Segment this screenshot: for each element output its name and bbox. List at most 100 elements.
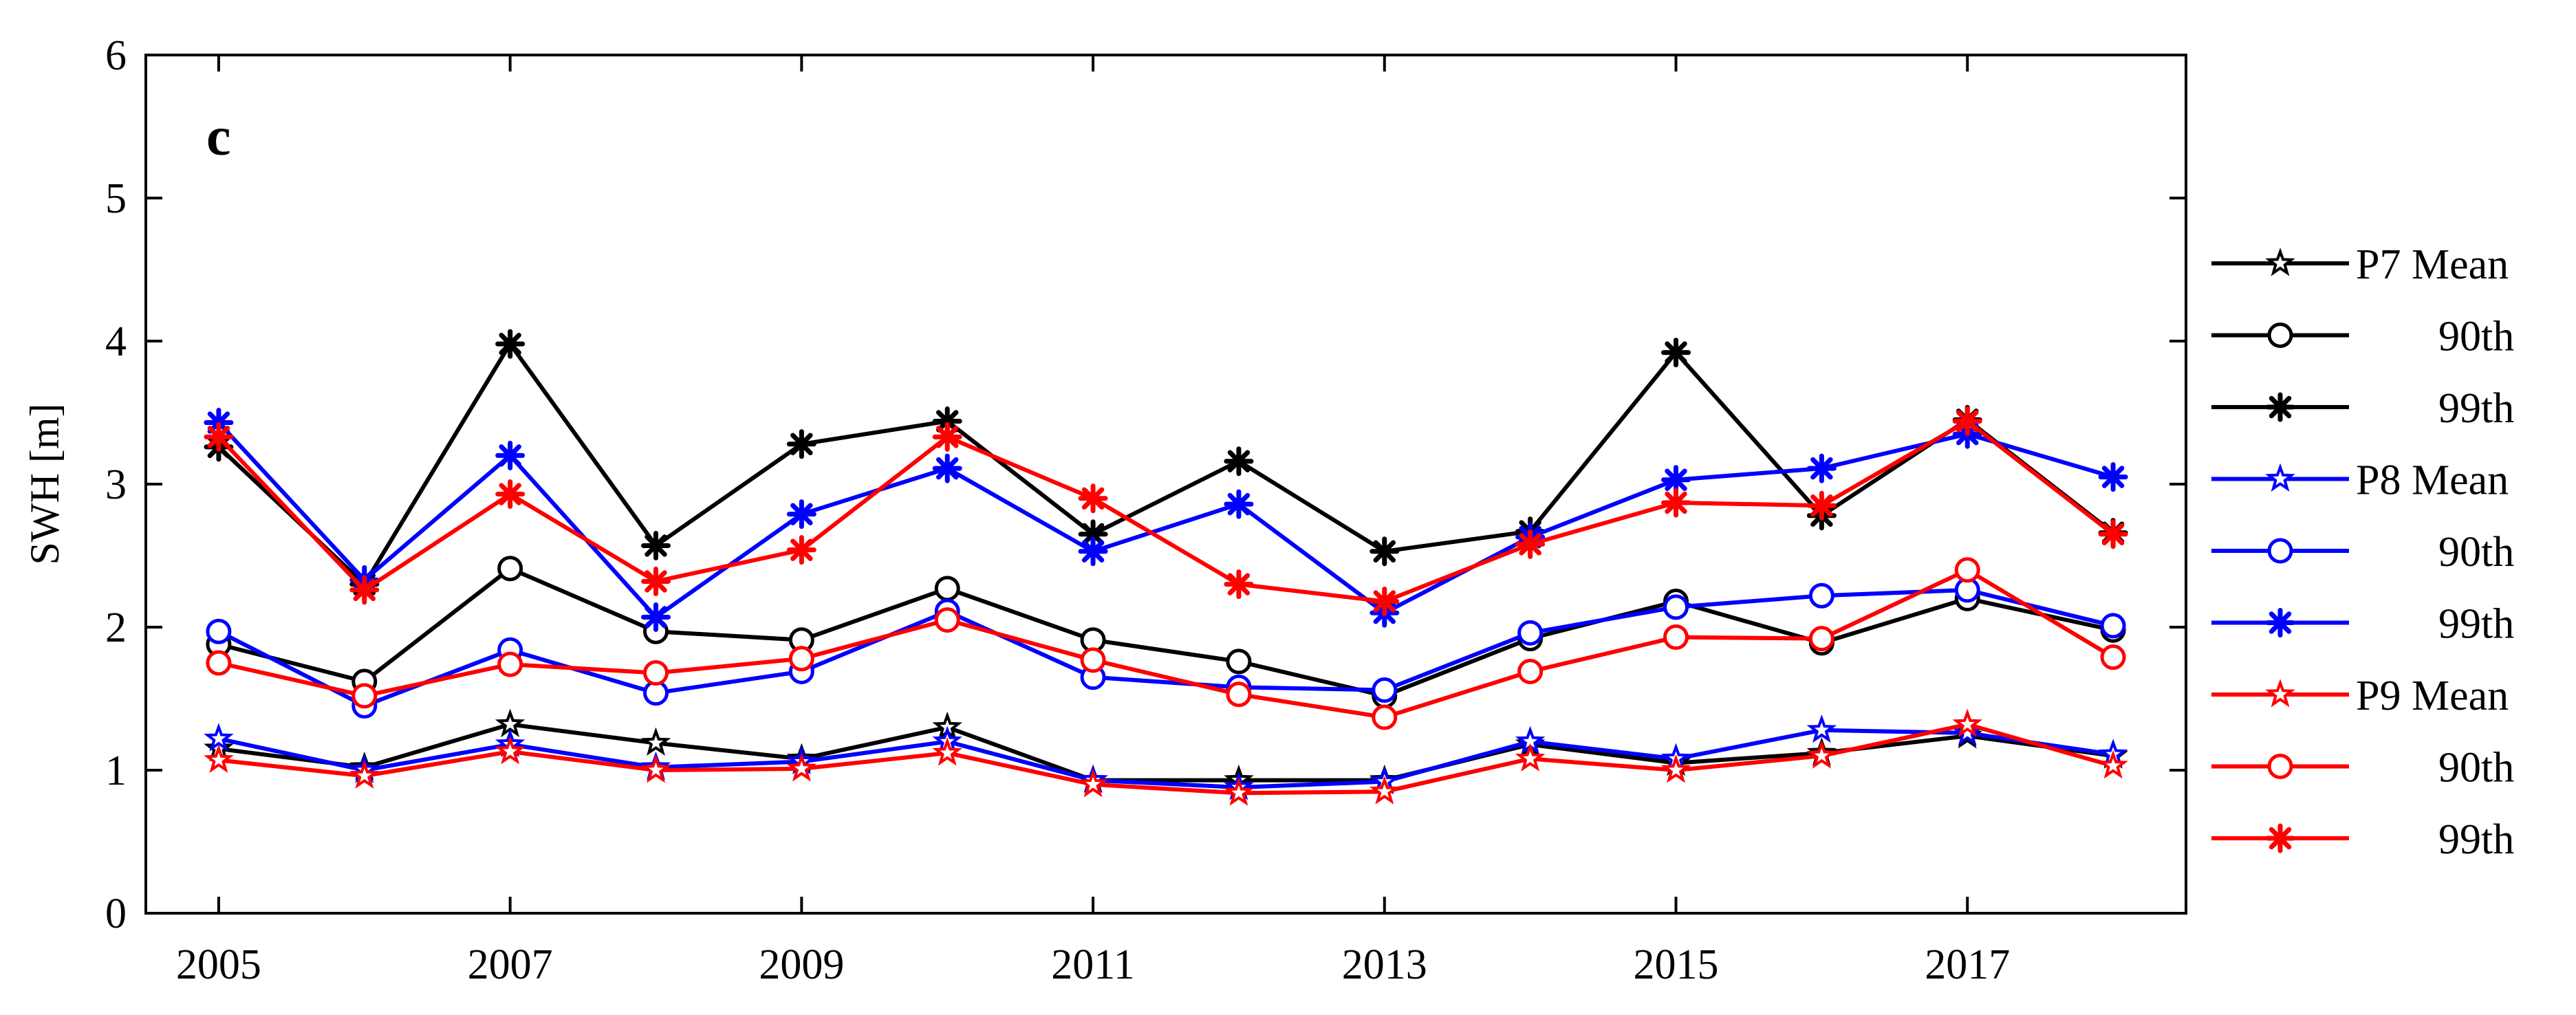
panel-label: c: [206, 107, 231, 167]
legend-marker: [2267, 754, 2293, 779]
data-point: [1080, 647, 1106, 673]
series-line: [218, 722, 2114, 796]
data-point: [1515, 529, 1546, 559]
data-point: [1226, 681, 1252, 708]
data-point: [2098, 519, 2128, 549]
legend-item: 90th: [2211, 529, 2514, 576]
series-line: [218, 567, 2114, 719]
legend-label: 90th: [2438, 314, 2514, 360]
data-point: [934, 607, 960, 633]
data-point: [1952, 708, 1982, 737]
legend-item: 99th: [2211, 601, 2514, 648]
legend-marker: [2265, 679, 2295, 708]
data-point: [495, 329, 526, 359]
data-point: [1806, 490, 1837, 521]
data-point: [1224, 569, 1254, 600]
data-point: [786, 535, 816, 565]
data-point: [204, 422, 234, 452]
data-point: [2098, 462, 2128, 492]
series-line: [217, 587, 2114, 708]
x-tick-label: 2015: [1634, 941, 1719, 988]
y-tick-label: 6: [105, 32, 127, 79]
data-point: [1515, 743, 1546, 772]
data-point: [641, 566, 671, 596]
series-line: [218, 722, 2114, 783]
x-tick-label: 2007: [468, 941, 553, 988]
legend-marker: [2265, 392, 2295, 422]
data-point: [788, 646, 814, 672]
x-tick-label: 2005: [176, 941, 261, 988]
data-point: [206, 618, 232, 644]
data-point: [1661, 488, 1691, 518]
series-line: [218, 566, 2114, 698]
legend-marker: [2265, 823, 2295, 853]
series-line: [217, 421, 2114, 620]
legend-item: 99th: [2211, 385, 2514, 432]
series-line: [217, 419, 2114, 604]
data-point: [1517, 620, 1544, 646]
legend-label: 90th: [2438, 745, 2514, 792]
series-line: [218, 728, 2114, 789]
legend-label: 99th: [2438, 601, 2514, 648]
data-point: [640, 727, 671, 756]
y-tick-label: 3: [105, 461, 127, 508]
data-point: [1372, 704, 1398, 730]
data-point: [2100, 644, 2126, 670]
data-point: [934, 576, 960, 602]
data-point: [641, 530, 671, 560]
y-tick-label: 4: [105, 318, 127, 365]
data-point: [1078, 768, 1108, 798]
legend-label: 90th: [2438, 529, 2514, 576]
x-tick-label: 2017: [1925, 941, 2010, 988]
legend-label: P7 Mean: [2356, 241, 2509, 288]
data-point: [1224, 446, 1254, 477]
x-tick-label: 2013: [1342, 941, 1427, 988]
data-point: [786, 429, 816, 459]
legend-label: 99th: [2438, 816, 2514, 863]
y-tick-label: 5: [105, 175, 127, 222]
legend-item: P8 Mean: [2211, 457, 2509, 504]
data-point: [1078, 483, 1108, 514]
series-6: [204, 708, 2128, 806]
legend-marker: [2267, 323, 2293, 348]
y-tick-label: 2: [105, 604, 127, 651]
legend-label: 99th: [2438, 385, 2514, 432]
data-point: [204, 744, 234, 773]
data-point: [1224, 777, 1254, 806]
legend-marker: [2265, 248, 2295, 276]
y-tick-label: 0: [105, 891, 127, 937]
data-point: [2098, 750, 2128, 779]
data-point: [1370, 776, 1400, 805]
data-point: [1661, 338, 1691, 368]
data-point: [1808, 582, 1834, 609]
data-point: [1226, 648, 1252, 675]
legend-item: P7 Mean: [2211, 241, 2509, 288]
legend-marker: [2267, 538, 2293, 564]
legend-item: 90th: [2211, 745, 2514, 792]
legend-label: P9 Mean: [2356, 673, 2509, 719]
data-point: [932, 453, 962, 483]
legend-label: P8 Mean: [2356, 457, 2509, 504]
data-point: [495, 736, 526, 765]
data-point: [1806, 453, 1837, 483]
x-tick-label: 2011: [1051, 941, 1135, 988]
x-axis-ticks: 2005 2007 2009 2011 2013 2015 2017: [176, 55, 2010, 988]
data-point: [497, 651, 523, 677]
data-point: [1517, 658, 1544, 684]
series-line: [217, 342, 2114, 587]
data-point: [1663, 594, 1689, 620]
data-point: [1372, 677, 1398, 703]
data-point: [495, 479, 526, 510]
data-point: [1806, 714, 1837, 743]
legend-item: 90th: [2211, 314, 2514, 360]
data-point: [1952, 406, 1982, 436]
data-point: [204, 723, 234, 752]
legend-item: 99th: [2211, 816, 2514, 863]
legend-item: P9 Mean: [2211, 673, 2509, 719]
data-point: [1806, 740, 1837, 769]
y-tick-label: 1: [105, 747, 127, 794]
y-axis-label: SWH [m]: [22, 404, 67, 565]
data-point: [1952, 717, 1982, 746]
series-layer: [204, 329, 2128, 806]
